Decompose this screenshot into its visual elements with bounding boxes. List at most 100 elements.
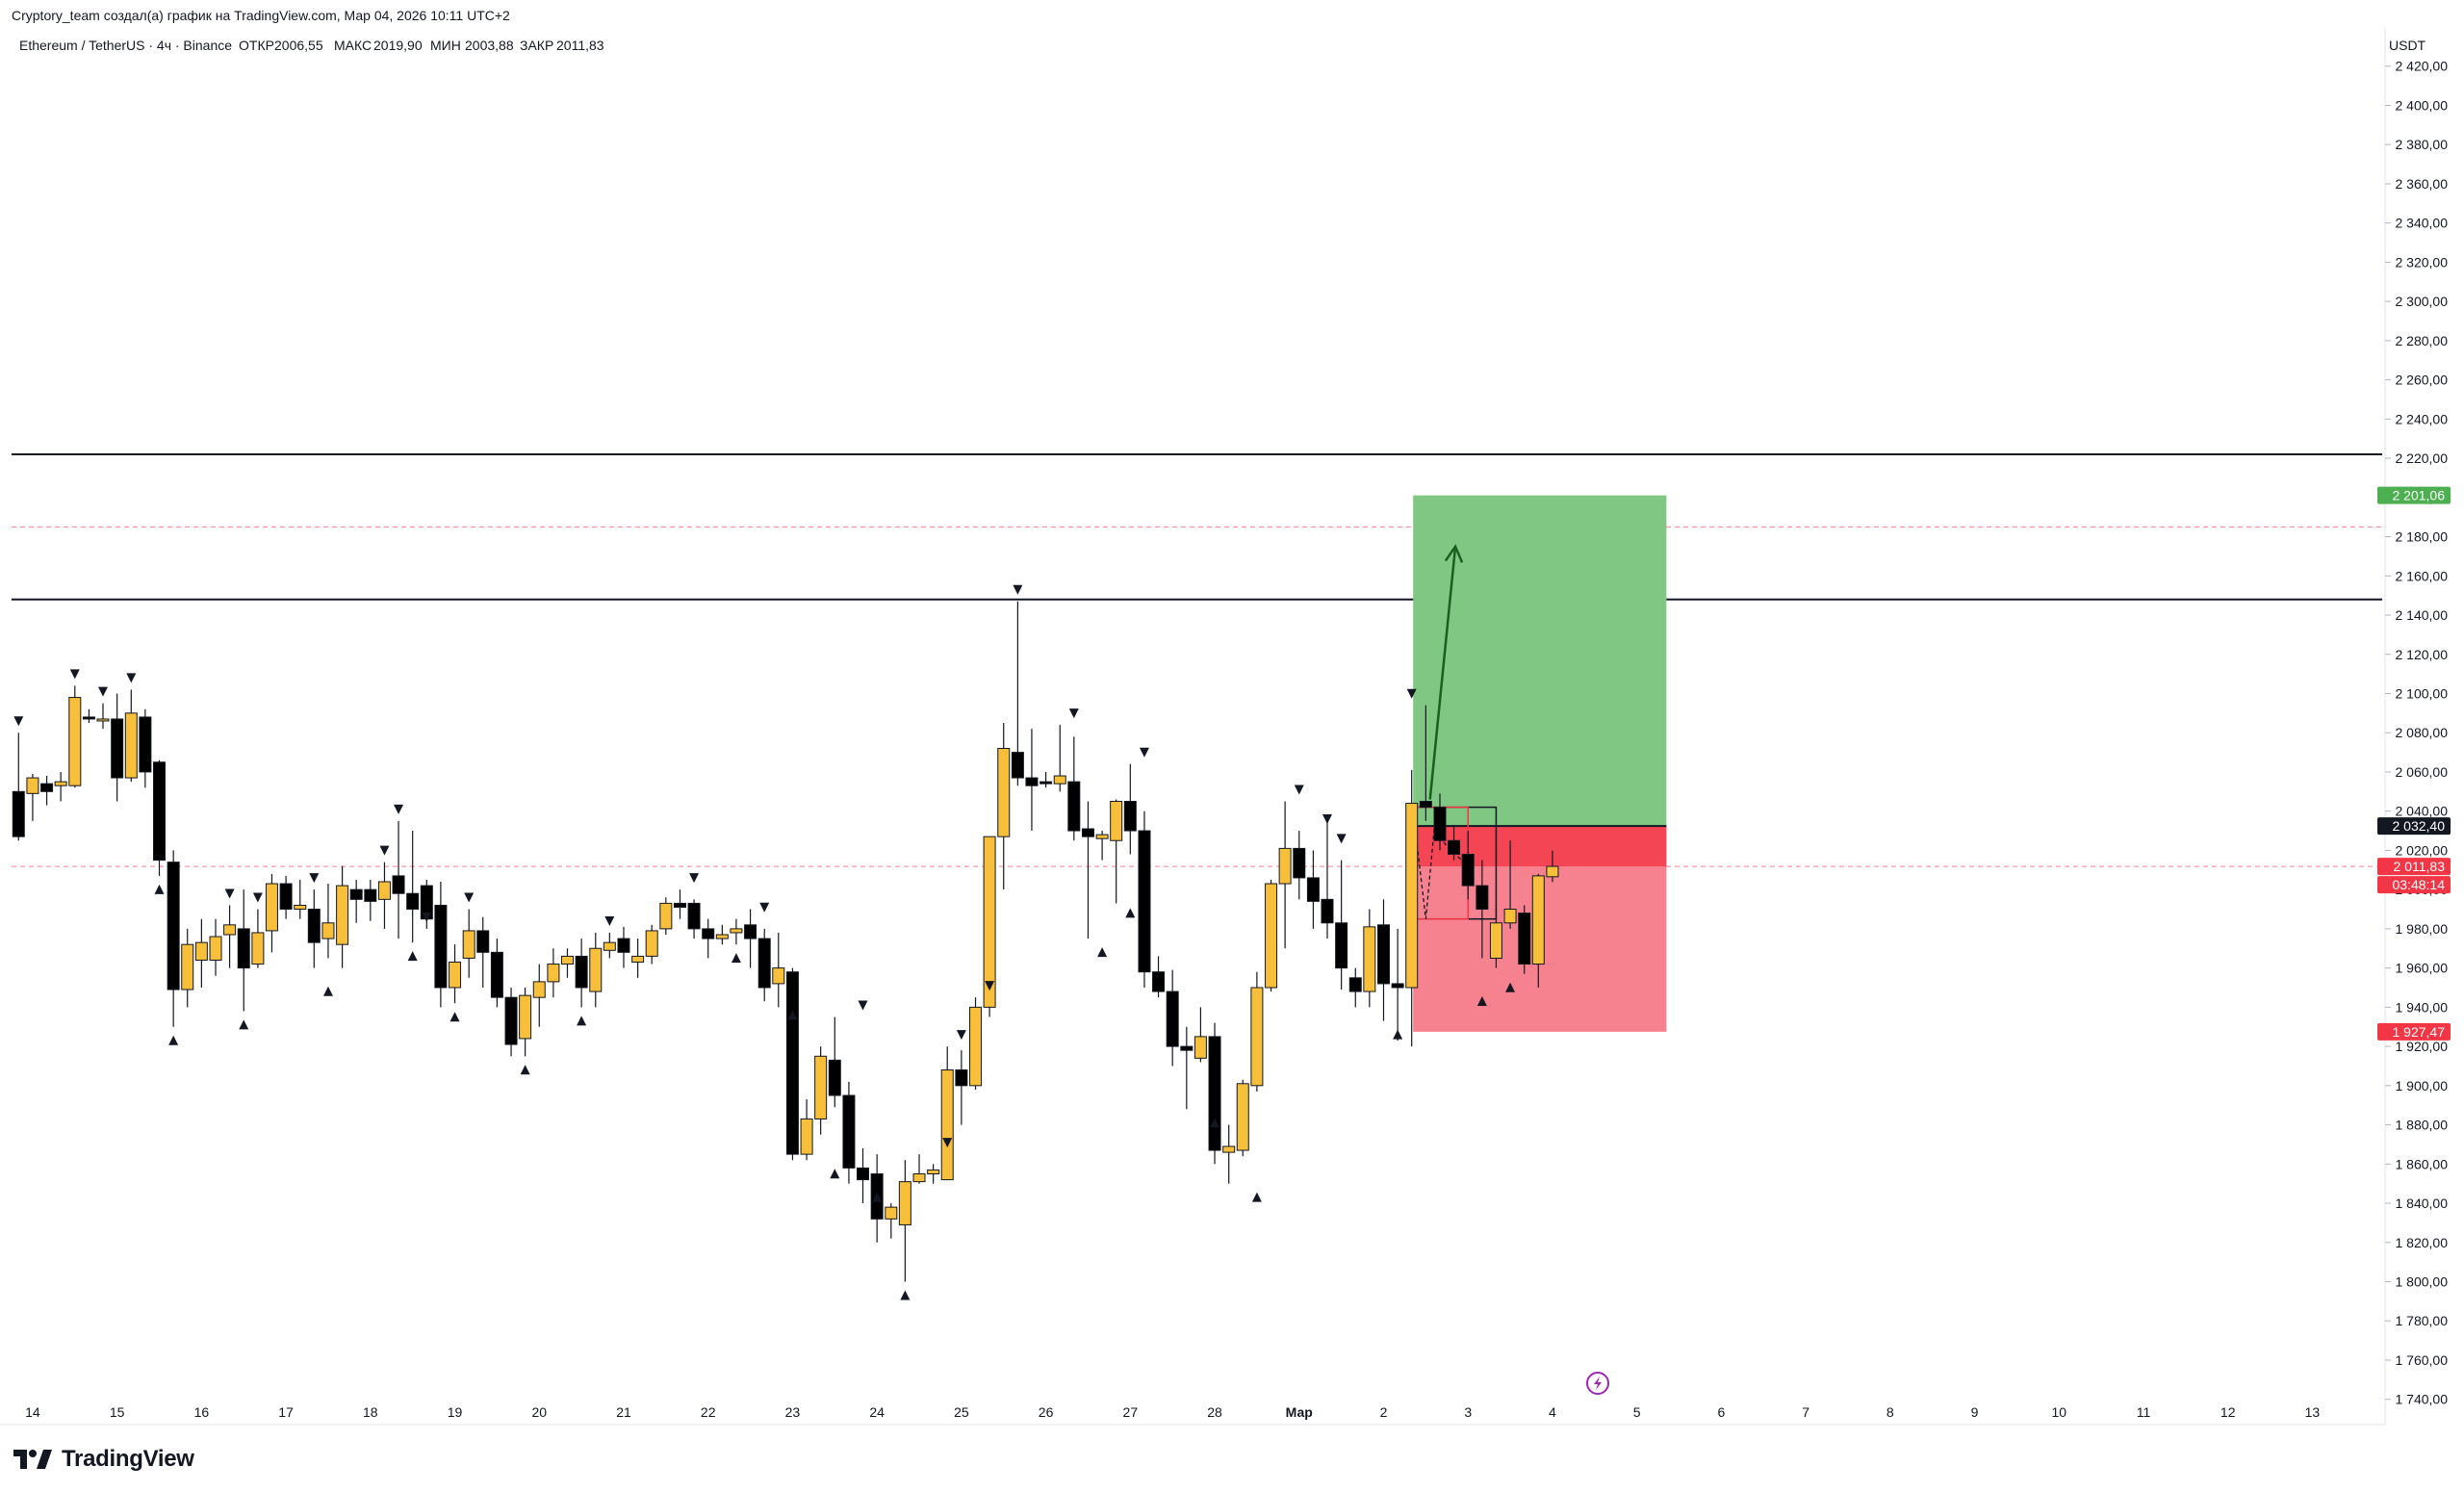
candle[interactable] [519, 987, 532, 1057]
candle[interactable] [434, 882, 448, 1008]
candle[interactable] [1391, 928, 1404, 1041]
candle[interactable] [603, 932, 616, 959]
candle[interactable] [12, 733, 25, 841]
candle[interactable] [336, 865, 349, 968]
candle[interactable] [772, 932, 785, 1008]
candle[interactable] [1053, 725, 1066, 792]
candle[interactable] [1138, 810, 1151, 988]
candle[interactable] [1476, 860, 1489, 959]
candle[interactable] [1489, 909, 1502, 968]
candle[interactable] [1081, 801, 1094, 939]
candle[interactable] [111, 693, 124, 802]
candle[interactable] [1222, 1124, 1236, 1184]
candle[interactable] [504, 987, 518, 1057]
candle[interactable] [1531, 873, 1545, 988]
lightning-icon[interactable] [1586, 1372, 1609, 1395]
candle[interactable] [997, 723, 1011, 890]
candle[interactable] [279, 875, 293, 919]
candle[interactable] [265, 873, 278, 953]
candle[interactable] [1461, 831, 1475, 900]
time-axis[interactable]: 14 15 16 17 18 19 20 21 22 23 24 25 26 27 28 Мар 2 3 4 5 6 7 8… [0, 1404, 2385, 1426]
candle[interactable] [490, 939, 503, 1008]
candle[interactable] [1293, 831, 1306, 900]
candle[interactable] [589, 932, 603, 1008]
candle[interactable] [449, 944, 462, 1004]
candle[interactable] [462, 909, 475, 978]
candle[interactable] [645, 924, 658, 965]
candle[interactable] [1110, 799, 1123, 904]
candle[interactable] [814, 1046, 828, 1135]
candle[interactable] [1363, 909, 1376, 1008]
candle[interactable] [1376, 899, 1390, 1021]
candle[interactable] [1278, 801, 1292, 949]
candle[interactable] [40, 776, 54, 806]
candle[interactable] [223, 905, 237, 968]
candle[interactable] [1208, 1022, 1221, 1165]
candle[interactable] [476, 916, 490, 988]
candle[interactable] [785, 967, 799, 1161]
candle[interactable] [96, 703, 110, 730]
candle[interactable] [800, 1099, 813, 1161]
candle[interactable] [1433, 793, 1447, 851]
candle[interactable] [1025, 729, 1039, 832]
candle[interactable] [687, 899, 701, 939]
candle[interactable] [575, 939, 588, 1008]
candle[interactable] [730, 918, 743, 945]
candle[interactable] [1265, 879, 1278, 992]
candle[interactable] [673, 889, 686, 919]
candle[interactable] [560, 948, 574, 978]
candle[interactable] [842, 1081, 856, 1184]
candle[interactable] [124, 689, 138, 783]
candle[interactable] [1503, 840, 1517, 929]
candle[interactable] [631, 939, 645, 978]
candle[interactable] [1348, 967, 1362, 1008]
candle[interactable] [294, 879, 307, 919]
candle[interactable] [1546, 850, 1559, 883]
candle[interactable] [82, 708, 95, 724]
candle[interactable] [715, 924, 729, 945]
candle[interactable] [828, 1016, 841, 1108]
candle[interactable] [377, 862, 391, 929]
candle[interactable] [1011, 601, 1024, 786]
candle[interactable] [857, 1148, 870, 1204]
target-arrow[interactable] [1428, 546, 1457, 800]
candle[interactable] [392, 820, 405, 939]
candle[interactable] [54, 771, 67, 802]
candle[interactable] [617, 926, 630, 968]
candle[interactable] [1518, 905, 1531, 974]
candle[interactable] [532, 964, 546, 1027]
candle[interactable] [1306, 850, 1320, 929]
candle[interactable] [307, 889, 321, 968]
candle[interactable] [26, 773, 39, 821]
candle[interactable] [940, 1046, 954, 1181]
candle[interactable] [139, 708, 152, 788]
candle[interactable] [969, 997, 983, 1090]
price-axis[interactable]: 2 420,00 2 400,00 2 380,00 2 360,00 2 340,00… [2384, 27, 2448, 1425]
candle[interactable] [1335, 860, 1348, 990]
candle[interactable] [1040, 771, 1053, 788]
tradingview-logo[interactable]: TradingView [13, 1446, 194, 1473]
candle[interactable] [1095, 831, 1109, 861]
candle[interactable] [209, 918, 222, 976]
candle[interactable] [153, 759, 167, 876]
candle[interactable] [757, 928, 771, 1002]
candle[interactable] [1321, 820, 1334, 939]
candle[interactable] [912, 1154, 926, 1184]
price-chart[interactable]: Ethereum / TetherUS · 4ч · Binance ОТКР … [0, 27, 2464, 1432]
candle[interactable] [237, 889, 250, 1012]
candle[interactable] [1067, 736, 1081, 841]
candle[interactable] [1180, 1026, 1194, 1110]
candle[interactable] [1405, 769, 1419, 1047]
candle[interactable] [702, 918, 715, 959]
candle[interactable] [659, 897, 673, 936]
candle[interactable] [321, 884, 335, 959]
candle[interactable] [1194, 1007, 1207, 1063]
candle[interactable] [181, 928, 194, 1008]
candle[interactable] [1152, 956, 1166, 998]
candle[interactable] [364, 879, 377, 921]
candle[interactable] [955, 1050, 968, 1125]
candle[interactable] [927, 1164, 940, 1184]
candle[interactable] [744, 909, 757, 968]
candle[interactable] [547, 948, 560, 998]
candle[interactable] [898, 1160, 911, 1282]
